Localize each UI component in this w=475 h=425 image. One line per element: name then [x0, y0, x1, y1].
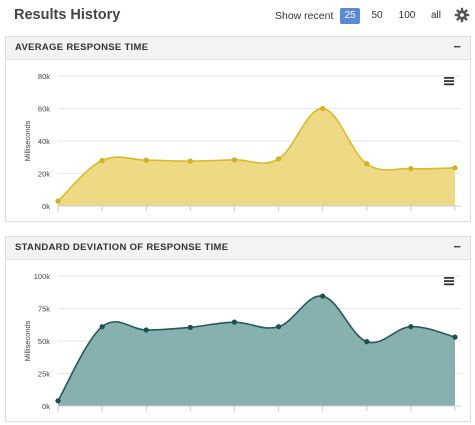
data-point[interactable] — [408, 166, 414, 172]
data-point[interactable] — [187, 158, 193, 164]
data-point[interactable] — [364, 161, 370, 167]
y-tick-label: 40k — [38, 137, 50, 146]
data-point[interactable] — [275, 156, 282, 162]
data-point[interactable] — [320, 105, 326, 112]
panel-title: STANDARD DEVIATION OF RESPONSE TIME — [15, 242, 229, 253]
series-area — [58, 295, 455, 406]
hamburger-menu-icon[interactable] — [444, 77, 454, 86]
page-title: Results History — [14, 7, 121, 23]
data-point[interactable] — [99, 324, 105, 330]
gear-icon[interactable] — [454, 7, 470, 23]
y-tick-label: 20k — [38, 170, 50, 179]
y-tick-label: 0k — [42, 202, 50, 211]
data-point[interactable] — [320, 293, 326, 299]
collapse-button[interactable]: − — [453, 239, 461, 254]
y-tick-label: 80k — [38, 72, 50, 81]
panel-header: STANDARD DEVIATION OF RESPONSE TIME − — [6, 237, 470, 260]
panel-header: AVERAGE RESPONSE TIME − — [6, 37, 470, 60]
data-point[interactable] — [364, 339, 370, 345]
recent-100-button[interactable]: 100 — [398, 10, 416, 21]
collapse-button[interactable]: − — [453, 39, 461, 54]
data-point[interactable] — [187, 324, 193, 330]
data-point[interactable] — [452, 165, 458, 171]
panel-title: AVERAGE RESPONSE TIME — [15, 42, 149, 53]
data-point[interactable] — [408, 324, 414, 330]
data-point[interactable] — [99, 157, 105, 164]
y-tick-label: 0k — [42, 402, 50, 411]
y-tick-label: 60k — [38, 105, 50, 114]
data-point[interactable] — [231, 157, 238, 163]
data-point[interactable] — [55, 198, 61, 204]
y-tick-label: 50k — [38, 337, 50, 346]
series-area — [58, 108, 455, 206]
y-tick-label: 25k — [38, 370, 50, 379]
y-axis-label: Milliseconds — [23, 120, 32, 161]
data-point[interactable] — [452, 334, 458, 340]
data-point[interactable] — [231, 319, 238, 325]
recent-50-button[interactable]: 50 — [371, 10, 383, 21]
data-point[interactable] — [55, 398, 61, 404]
y-axis-label: Milliseconds — [23, 320, 32, 361]
std-deviation-chart: 0k 25k 50k 75k 100k Milliseconds — [23, 272, 461, 411]
hamburger-menu-icon[interactable] — [444, 277, 454, 286]
std-deviation-panel: STANDARD DEVIATION OF RESPONSE TIME − 0k… — [5, 236, 471, 422]
y-tick-label: 100k — [34, 272, 51, 281]
data-point[interactable] — [275, 324, 282, 330]
data-point[interactable] — [143, 157, 149, 163]
page-header: Results History Show recent 25 50 100 al… — [0, 0, 475, 34]
series-line — [57, 295, 456, 402]
y-tick-label: 75k — [38, 305, 50, 314]
average-response-chart: 0k 20k 40k 60k 80k Milliseconds — [23, 72, 461, 211]
recent-all-button[interactable]: all — [430, 10, 441, 21]
average-response-panel: AVERAGE RESPONSE TIME − 0k 20k 40k 60k 80k Mi… — [5, 36, 471, 222]
recent-25-button[interactable]: 25 — [340, 8, 360, 24]
show-recent-label: Show recent — [275, 10, 334, 22]
data-point[interactable] — [143, 327, 149, 333]
series-line — [57, 107, 456, 202]
